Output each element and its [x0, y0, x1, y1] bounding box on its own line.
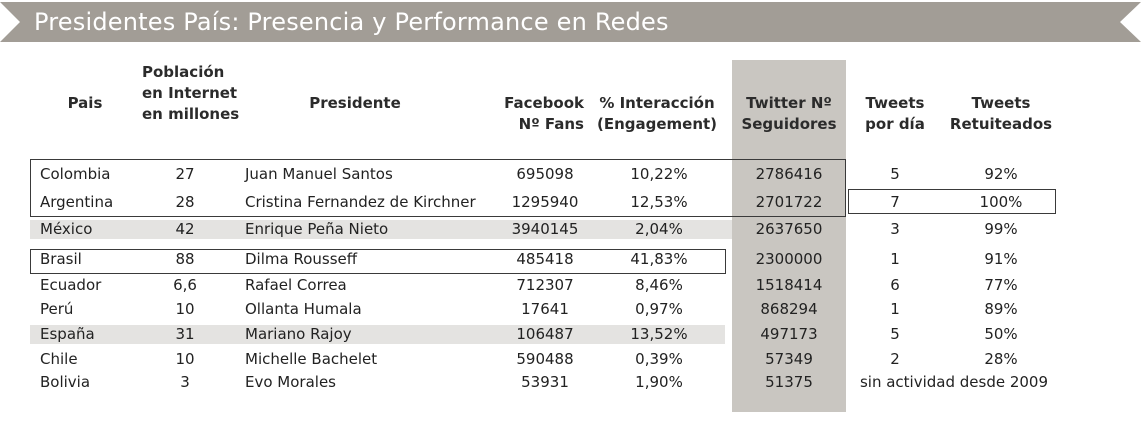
cell-twitter: 497173 — [760, 325, 818, 343]
cell-facebook: 695098 — [516, 165, 574, 183]
cell-retuiteados: 92% — [984, 165, 1018, 183]
cell-interaccion: 12,53% — [630, 193, 688, 211]
cell-facebook: 485418 — [516, 250, 574, 268]
header-tweets-dia-line2: por día — [865, 115, 925, 133]
cell-interaccion: 13,52% — [630, 325, 688, 343]
cell-poblacion: 88 — [175, 250, 195, 268]
cell-presidente: Enrique Peña Nieto — [245, 220, 389, 238]
cell-pais: Perú — [40, 300, 74, 318]
cell-pais: Ecuador — [40, 276, 102, 294]
cell-tweets-dia: 1 — [890, 250, 900, 268]
twitter-column-highlight — [732, 60, 846, 412]
header-poblacion-line3: en millones — [142, 105, 240, 123]
cell-retuiteados: 28% — [984, 350, 1018, 368]
cell-facebook: 106487 — [516, 325, 574, 343]
cell-retuiteados: 100% — [979, 193, 1023, 211]
cell-interaccion: 10,22% — [630, 165, 688, 183]
cell-pais: Argentina — [40, 193, 114, 211]
header-pais: Pais — [67, 94, 103, 112]
header-tweets-dia-line1: Tweets — [865, 94, 925, 112]
cell-tweets-dia: 6 — [890, 276, 900, 294]
cell-twitter: 2300000 — [755, 250, 823, 268]
title-banner: Presidentes País: Presencia y Performanc… — [0, 0, 1141, 44]
page-title: Presidentes País: Presencia y Performanc… — [34, 8, 669, 36]
cell-facebook: 53931 — [521, 373, 569, 391]
cell-presidente: Juan Manuel Santos — [245, 165, 393, 183]
cell-poblacion: 31 — [175, 325, 195, 343]
row-shade-mexico — [30, 220, 732, 239]
header-interaccion-line2: (Engagement) — [596, 115, 718, 133]
cell-interaccion: 2,04% — [635, 220, 683, 238]
cell-interaccion: 0,39% — [635, 350, 683, 368]
cell-retuiteados: 50% — [984, 325, 1018, 343]
cell-presidente: Michelle Bachelet — [245, 350, 378, 368]
cell-poblacion: 42 — [175, 220, 195, 238]
box-argentina-tweets — [848, 189, 1056, 214]
cell-tweets-dia: 1 — [890, 300, 900, 318]
header-twitter-line1: Twitter Nº — [746, 94, 832, 112]
cell-pais: Colombia — [40, 165, 111, 183]
cell-presidente: Ollanta Humala — [245, 300, 362, 318]
cell-poblacion: 6,6 — [173, 276, 197, 294]
cell-twitter: 1518414 — [755, 276, 823, 294]
cell-poblacion: 28 — [175, 193, 195, 211]
bolivia-tweets-note: sin actividad desde 2009 — [859, 373, 1049, 391]
header-retuiteados-line1: Tweets — [971, 94, 1031, 112]
cell-facebook: 3940145 — [511, 220, 579, 238]
header-facebook-line1: Facebook — [504, 94, 584, 112]
cell-tweets-dia: 5 — [890, 165, 900, 183]
cell-retuiteados: 91% — [984, 250, 1018, 268]
box-brasil — [30, 249, 726, 274]
header-retuiteados-line2: Retuiteados — [949, 115, 1053, 133]
cell-tweets-dia: 7 — [890, 193, 900, 211]
cell-pais: Chile — [40, 350, 78, 368]
cell-twitter: 51375 — [765, 373, 813, 391]
cell-facebook: 17641 — [521, 300, 569, 318]
cell-poblacion: 10 — [175, 350, 195, 368]
header-twitter-line2: Seguidores — [741, 115, 837, 133]
box-colombia-argentina — [30, 159, 846, 217]
cell-retuiteados: 77% — [984, 276, 1018, 294]
header-facebook-line2: Nº Fans — [518, 115, 584, 133]
cell-interaccion: 41,83% — [630, 250, 688, 268]
cell-tweets-dia: 2 — [890, 350, 900, 368]
cell-tweets-dia: 5 — [890, 325, 900, 343]
cell-twitter: 868294 — [760, 300, 818, 318]
header-poblacion-line1: Población — [142, 63, 225, 81]
cell-retuiteados: 89% — [984, 300, 1018, 318]
cell-presidente: Cristina Fernandez de Kirchner — [245, 193, 476, 211]
cell-presidente: Rafael Correa — [245, 276, 347, 294]
cell-facebook: 1295940 — [511, 193, 579, 211]
cell-twitter: 2786416 — [755, 165, 823, 183]
cell-interaccion: 1,90% — [635, 373, 683, 391]
cell-poblacion: 3 — [180, 373, 190, 391]
cell-facebook: 590488 — [516, 350, 574, 368]
cell-pais: Bolivia — [40, 373, 91, 391]
cell-facebook: 712307 — [516, 276, 574, 294]
header-poblacion-line2: en Internet — [142, 84, 238, 102]
cell-interaccion: 8,46% — [635, 276, 683, 294]
cell-tweets-dia: 3 — [890, 220, 900, 238]
cell-pais: Brasil — [40, 250, 82, 268]
banner-shape — [0, 2, 1141, 42]
cell-twitter: 57349 — [765, 350, 813, 368]
cell-pais: México — [40, 220, 93, 238]
header-presidente: Presidente — [309, 94, 401, 112]
header-interaccion-line1: % Interacción — [599, 94, 715, 112]
row-shade-espana — [30, 325, 725, 344]
cell-retuiteados: 99% — [984, 220, 1018, 238]
cell-poblacion: 10 — [175, 300, 195, 318]
cell-poblacion: 27 — [175, 165, 195, 183]
cell-presidente: Dilma Rousseff — [245, 250, 358, 268]
cell-pais: España — [40, 325, 95, 343]
cell-interaccion: 0,97% — [635, 300, 683, 318]
cell-twitter: 2637650 — [755, 220, 823, 238]
cell-twitter: 2701722 — [755, 193, 823, 211]
cell-presidente: Mariano Rajoy — [245, 325, 352, 343]
cell-presidente: Evo Morales — [245, 373, 336, 391]
